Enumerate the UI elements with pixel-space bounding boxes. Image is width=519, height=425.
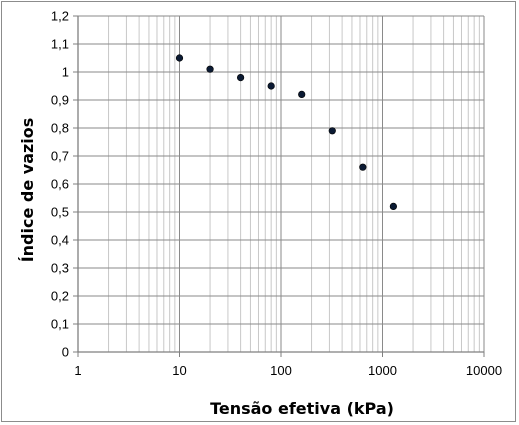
major-gridlines xyxy=(77,15,485,353)
data-point xyxy=(175,54,184,62)
y-tick-label: 0 xyxy=(62,345,69,360)
data-point xyxy=(389,202,397,210)
x-tick-labels: 1 10 100 1000 10000 xyxy=(74,363,502,378)
x-tick-label: 1000 xyxy=(368,363,397,378)
x-tick-label: 10000 xyxy=(466,363,502,378)
axes xyxy=(73,15,485,357)
y-tick-label: 0,6 xyxy=(51,177,69,192)
y-axis-title: Índice de vazios xyxy=(18,118,37,263)
data-point xyxy=(267,82,275,90)
y-tick-label: 0,2 xyxy=(51,289,69,304)
y-tick-label: 1 xyxy=(62,65,69,80)
y-tick-labels: 0 0,1 0,2 0,3 0,4 0,5 0,6 0,7 0,8 0,9 1 1,1 1,2 xyxy=(51,9,69,360)
y-tick-label: 0,4 xyxy=(51,233,69,248)
y-tick-label: 0,9 xyxy=(51,93,69,108)
x-axis-title: Tensão efetiva (kPa) xyxy=(210,399,394,418)
y-tick-label: 1,1 xyxy=(51,37,69,52)
x-tick-label: 100 xyxy=(270,363,292,378)
data-point xyxy=(237,73,245,82)
y-tick-label: 1,2 xyxy=(51,9,69,24)
x-tick-label: 10 xyxy=(172,363,186,378)
y-tick-label: 0,8 xyxy=(51,121,69,136)
data-point xyxy=(298,90,306,98)
y-tick-label: 0,7 xyxy=(51,149,69,164)
y-tick-label: 0,1 xyxy=(51,317,69,332)
x-tick-label: 1 xyxy=(74,363,81,378)
y-tick-label: 0,3 xyxy=(51,261,69,276)
data-points xyxy=(175,54,397,210)
data-point xyxy=(359,163,367,171)
data-point xyxy=(328,127,336,135)
data-point xyxy=(206,65,214,73)
y-tick-label: 0,5 xyxy=(51,205,69,220)
